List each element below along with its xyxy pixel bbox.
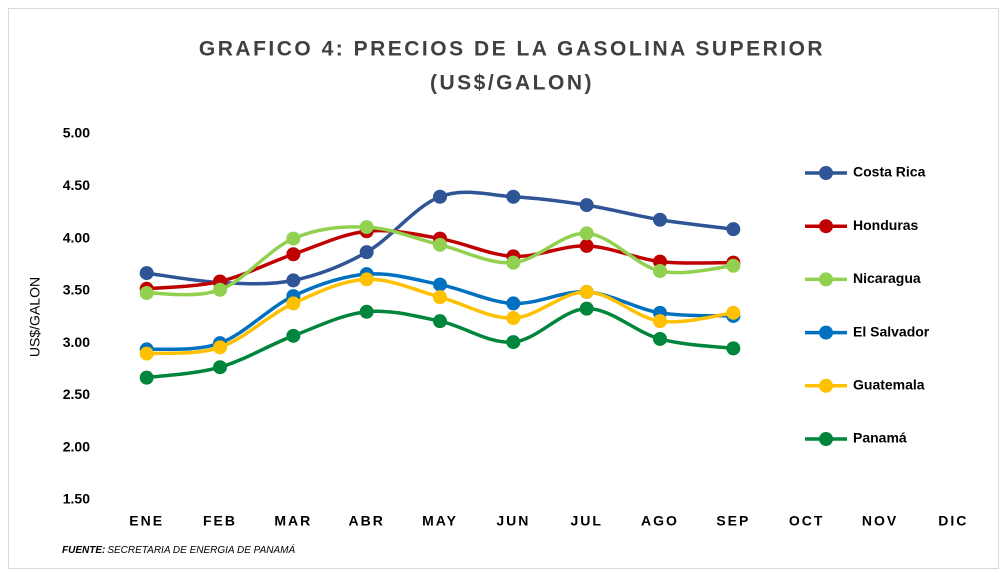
point	[359, 304, 374, 319]
point	[579, 284, 594, 299]
point	[359, 220, 374, 235]
legend-label: Panamá	[853, 430, 907, 446]
source: FUENTE: SECRETARIA DE ENERGIA DE PANAMÁ	[62, 543, 295, 556]
legend-marker	[819, 432, 833, 446]
y-tick-label: 5.00	[63, 125, 90, 141]
x-tick-label: NOV	[862, 513, 898, 529]
point	[213, 340, 227, 355]
legend-marker	[819, 378, 833, 393]
point	[433, 314, 447, 329]
x-tick-label: SEP	[716, 513, 750, 529]
point	[506, 335, 521, 350]
point	[579, 198, 594, 213]
point	[653, 212, 667, 227]
point	[286, 328, 301, 343]
point	[359, 245, 374, 260]
point	[139, 346, 154, 361]
legend-marker	[819, 219, 833, 234]
point	[726, 258, 741, 273]
x-tick-label: AGO	[641, 513, 679, 529]
point	[579, 238, 594, 253]
point	[286, 273, 301, 288]
y-axis-label: US$/GALON	[27, 277, 43, 357]
source-label: FUENTE:	[62, 545, 105, 556]
point	[433, 189, 447, 204]
y-tick-label: 3.00	[63, 334, 90, 350]
point	[506, 189, 521, 204]
point	[653, 331, 667, 346]
legend-label: Costa Rica	[853, 164, 926, 180]
chart-title: (US$/GALON)	[430, 72, 594, 95]
legend-marker	[819, 166, 833, 180]
point	[506, 311, 521, 326]
x-tick-label: DIC	[938, 513, 968, 529]
point	[433, 290, 447, 305]
legend-label: El Salvador	[853, 323, 930, 339]
legend-label: Honduras	[853, 217, 919, 233]
y-tick-label: 2.00	[63, 438, 90, 454]
point	[653, 263, 667, 278]
point	[213, 360, 227, 375]
y-tick-label: 3.50	[63, 282, 90, 298]
source-text: SECRETARIA DE ENERGIA DE PANAMÁ	[107, 543, 295, 556]
point	[286, 231, 301, 246]
x-tick-label: ABR	[348, 513, 384, 529]
y-tick-label: 4.50	[63, 177, 90, 193]
point	[213, 282, 227, 297]
point	[433, 237, 447, 252]
point	[653, 314, 667, 329]
point	[506, 255, 521, 270]
point	[139, 285, 154, 300]
x-tick-label: JUL	[570, 513, 602, 529]
point	[726, 341, 741, 356]
x-tick-label: MAY	[422, 513, 458, 529]
y-tick-label: 1.50	[63, 491, 90, 507]
point	[359, 272, 374, 287]
point	[506, 296, 521, 311]
point	[726, 222, 741, 237]
x-tick-label: JUN	[496, 513, 530, 529]
legend-label: Nicaragua	[853, 270, 921, 286]
y-tick-label: 2.50	[63, 386, 90, 402]
x-tick-label: FEB	[203, 513, 237, 529]
legend-marker	[819, 272, 833, 287]
x-tick-label: ENE	[129, 513, 164, 529]
legend-label: Guatemala	[853, 377, 925, 393]
chart-title: GRAFICO 4: PRECIOS DE LA GASOLINA SUPERI…	[199, 38, 825, 61]
point	[579, 226, 594, 241]
x-tick-label: OCT	[789, 513, 825, 529]
point	[286, 296, 301, 311]
point	[433, 277, 447, 292]
point	[139, 370, 154, 385]
x-tick-label: MAR	[274, 513, 312, 529]
legend-marker	[819, 325, 833, 340]
point	[579, 301, 594, 316]
point	[726, 305, 741, 320]
point	[139, 266, 154, 281]
point	[286, 247, 301, 262]
y-tick-label: 4.00	[63, 229, 90, 245]
